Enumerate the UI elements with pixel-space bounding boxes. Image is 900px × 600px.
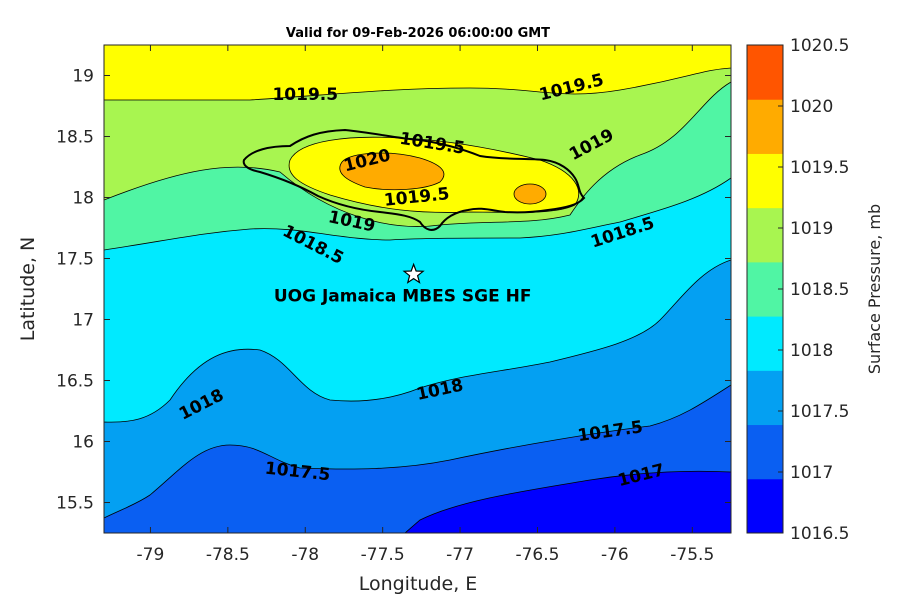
y-tick-label: 16.5 — [56, 372, 94, 392]
colorbar-segment — [747, 370, 783, 426]
x-tick-label: -78 — [291, 545, 319, 565]
x-tick-label: -77.5 — [361, 545, 405, 565]
colorbar-segment — [747, 45, 783, 100]
colorbar-tick-label: 1016.5 — [790, 524, 849, 544]
x-tick-label: -76.5 — [515, 545, 559, 565]
x-tick-label: -75.5 — [670, 545, 714, 565]
site-marker: UOG Jamaica MBES SGE HF — [274, 262, 532, 306]
colorbar-label: Surface Pressure, mb — [865, 204, 884, 374]
colorbar-tick-label: 1019 — [790, 219, 833, 239]
colorbar-segment — [747, 207, 783, 263]
site-star-icon — [402, 262, 425, 284]
y-axis-ticks: 15.5 16 16.5 17 17.5 18 18.5 19 — [56, 67, 731, 514]
colorbar-segment — [747, 478, 783, 534]
contour-label: 1019.5 — [272, 85, 338, 105]
colorbar-segment — [747, 424, 783, 480]
colorbar-tick-label: 1019.5 — [790, 158, 849, 178]
colorbar — [746, 44, 784, 534]
y-tick-label: 17.5 — [56, 250, 94, 270]
chart-title: Valid for 09-Feb-2026 06:00:00 GMT — [286, 26, 550, 41]
x-tick-label: -79 — [137, 545, 165, 565]
colorbar-ticks: 1016.5 1017 1017.5 1018 1018.5 1019 1019.5 1020… — [778, 36, 849, 544]
colorbar-segment — [747, 99, 783, 154]
contour-band-1020 — [339, 152, 445, 191]
y-tick-label: 18 — [72, 189, 94, 209]
colorbar-segment — [747, 316, 783, 371]
contour-labels: 1019.5 1019.51019.510201019.5101910191018… — [176, 70, 667, 491]
y-tick-label: 16 — [72, 433, 94, 453]
contour-fill-area — [104, 45, 731, 533]
y-tick-label: 17 — [72, 311, 94, 331]
contour-band-1019-5 — [104, 45, 731, 101]
colorbar-tick-label: 1018.5 — [790, 280, 849, 300]
colorbar-tick-label: 1018 — [790, 341, 833, 361]
y-tick-label: 19 — [72, 67, 94, 87]
x-axis-label: Longitude, E — [359, 573, 478, 595]
jamaica-coastline — [242, 128, 586, 231]
colorbar-segment — [747, 153, 783, 209]
contour-band-1016-5 — [404, 470, 731, 533]
plot-frame — [103, 44, 732, 534]
colorbar-tick-label: 1017 — [790, 463, 833, 483]
colorbar-tick-label: 1020 — [790, 97, 833, 117]
colorbar-segment — [747, 261, 783, 317]
x-tick-label: -77 — [446, 545, 474, 565]
y-tick-label: 15.5 — [56, 494, 94, 514]
x-axis-ticks: -79 -78.5 -78 -77.5 -77 -76.5 -76 -75.5 — [137, 45, 714, 565]
site-label: UOG Jamaica MBES SGE HF — [274, 286, 532, 306]
y-axis-label: Latitude, N — [17, 237, 39, 342]
colorbar-tick-label: 1017.5 — [790, 402, 849, 422]
contour-band-1020-east — [513, 183, 547, 205]
colorbar-tick-label: 1020.5 — [790, 36, 849, 56]
y-tick-label: 18.5 — [56, 128, 94, 148]
x-tick-label: -76 — [601, 545, 629, 565]
x-tick-label: -78.5 — [206, 545, 250, 565]
